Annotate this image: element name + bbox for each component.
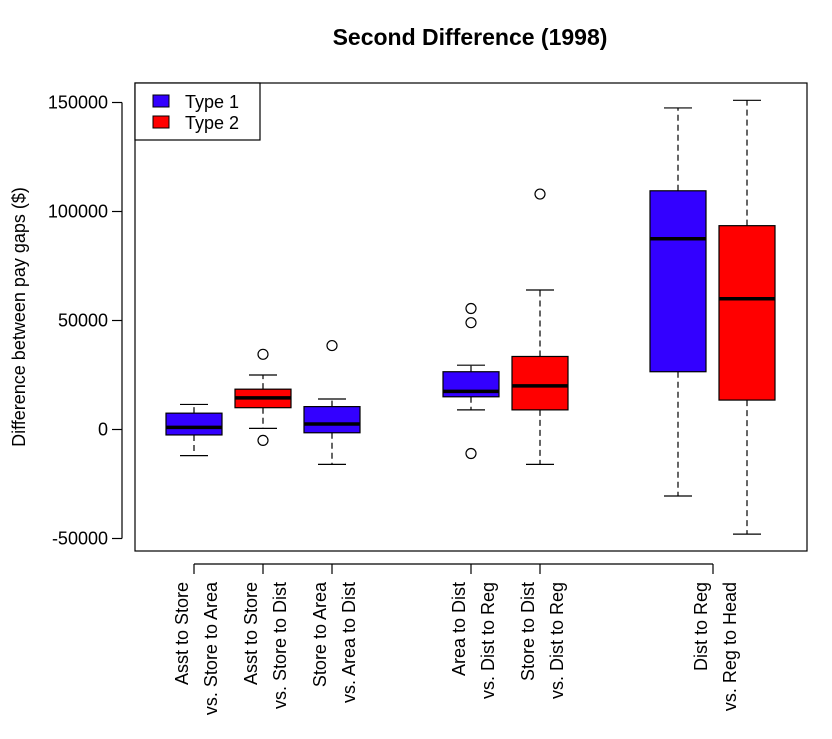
x-tick-label-line1: Store to Dist: [518, 582, 538, 681]
legend-label-type-1: Type 1: [185, 92, 239, 112]
box-5: [649, 107, 707, 497]
box-2: [303, 339, 361, 465]
x-tick-label-line2: vs. Dist to Reg: [478, 582, 498, 699]
box-1: [234, 348, 292, 446]
box-0: [165, 403, 223, 457]
box-body: [165, 412, 223, 436]
x-tick-label-line1: Dist to Reg: [691, 582, 711, 671]
outlier-point: [465, 447, 477, 460]
x-tick-label-line1: Area to Dist: [449, 582, 469, 676]
box-body: [649, 190, 707, 373]
y-axis: -50000 0 50000 100000 150000: [48, 93, 123, 549]
x-tick-label-line2: vs. Reg to Head: [720, 582, 740, 711]
y-tick-label: 100000: [48, 202, 108, 222]
x-tick-label-line1: Store to Area: [310, 581, 330, 687]
x-tick-label: Asst to Store vs. Store to Dist: [241, 582, 290, 709]
x-tick-label-line2: vs. Dist to Reg: [547, 582, 567, 699]
outlier-point: [326, 339, 338, 352]
outlier-point: [465, 317, 477, 329]
x-tick-label-line2: vs. Store to Area: [201, 581, 221, 715]
x-tick-label-line2: vs. Area to Dist: [339, 582, 359, 703]
box-6: [718, 99, 776, 535]
legend-swatch-type-2: [152, 115, 170, 129]
plot-frame: [134, 82, 808, 552]
legend-frame: [134, 82, 261, 141]
x-tick-label-line1: Asst to Store: [241, 582, 261, 685]
box-body: [511, 355, 569, 411]
box-series: [165, 99, 776, 535]
x-tick-label-line2: vs. Store to Dist: [270, 582, 290, 709]
y-tick-label: 50000: [58, 311, 108, 331]
box-body: [718, 225, 776, 401]
x-tick-label: Store to Dist vs. Dist to Reg: [518, 582, 567, 699]
outlier-point: [534, 188, 546, 200]
chart-title: Second Difference (1998): [333, 24, 608, 50]
box-body: [303, 406, 361, 434]
legend-label-type-2: Type 2: [185, 113, 239, 133]
outlier-point: [257, 434, 269, 446]
x-tick-label: Store to Area vs. Area to Dist: [310, 581, 359, 703]
x-tick-label-line1: Asst to Store: [172, 582, 192, 685]
x-tick-label: Asst to Store vs. Store to Area: [172, 581, 221, 715]
x-axis: Asst to Store vs. Store to Area Asst to St…: [172, 563, 740, 715]
box-3: [442, 302, 500, 460]
outlier-point: [257, 348, 269, 360]
y-tick-label: 0: [98, 420, 108, 440]
legend: Type 1 Type 2: [134, 82, 261, 141]
y-tick-label: 150000: [48, 93, 108, 113]
y-tick-label: -50000: [52, 529, 108, 549]
outlier-point: [465, 302, 477, 315]
box-4: [511, 188, 569, 465]
x-tick-label: Area to Dist vs. Dist to Reg: [449, 582, 498, 699]
y-axis-label: Difference between pay gaps ($): [9, 187, 29, 447]
x-tick-label: Dist to Reg vs. Reg to Head: [691, 582, 740, 711]
legend-swatch-type-1: [152, 94, 170, 108]
